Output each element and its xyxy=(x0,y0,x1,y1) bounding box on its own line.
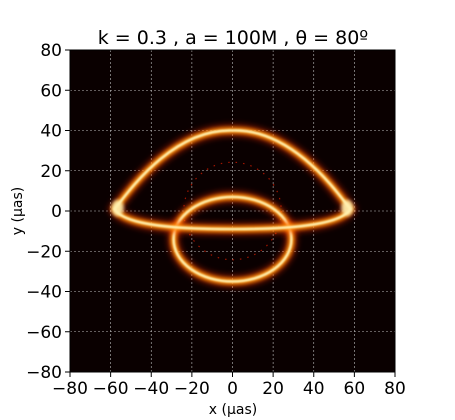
y-axis-ticks: 80 60 40 20 0 −20 −40 −60 −80 xyxy=(26,41,70,383)
y-tick-label: 80 xyxy=(40,41,62,61)
y-tick-label: −40 xyxy=(26,283,62,303)
inner-lensed-loop-core xyxy=(172,195,293,283)
x-tick-label: 80 xyxy=(384,379,406,399)
inner-lensed-loop xyxy=(168,191,297,287)
y-axis-label: y (μas) xyxy=(10,187,26,235)
x-tick-label: 20 xyxy=(262,379,284,399)
x-tick-label: −60 xyxy=(93,379,129,399)
x-tick-label: 60 xyxy=(344,379,366,399)
y-tick-label: 0 xyxy=(51,202,62,222)
left-hotspot xyxy=(111,199,124,216)
x-axis-ticks: −80 −60 −40 −20 0 20 40 60 80 xyxy=(52,372,406,399)
x-tick-label: −40 xyxy=(133,379,169,399)
x-tick-label: 40 xyxy=(303,379,325,399)
y-tick-label: −60 xyxy=(26,323,62,343)
chart-title: k = 0.3 , a = 100M , θ = 80º xyxy=(98,27,369,49)
x-axis-label: x (μas) xyxy=(209,402,257,418)
y-tick-label: 20 xyxy=(40,162,62,182)
y-tick-label: −20 xyxy=(26,242,62,262)
y-tick-label: 60 xyxy=(40,81,62,101)
right-hotspot xyxy=(341,199,354,216)
x-tick-label: −80 xyxy=(52,379,88,399)
x-tick-label: 0 xyxy=(227,379,238,399)
x-tick-label: −20 xyxy=(174,379,210,399)
y-tick-label: 40 xyxy=(40,122,62,142)
y-tick-label: −80 xyxy=(26,363,62,383)
emission-image xyxy=(108,124,357,287)
